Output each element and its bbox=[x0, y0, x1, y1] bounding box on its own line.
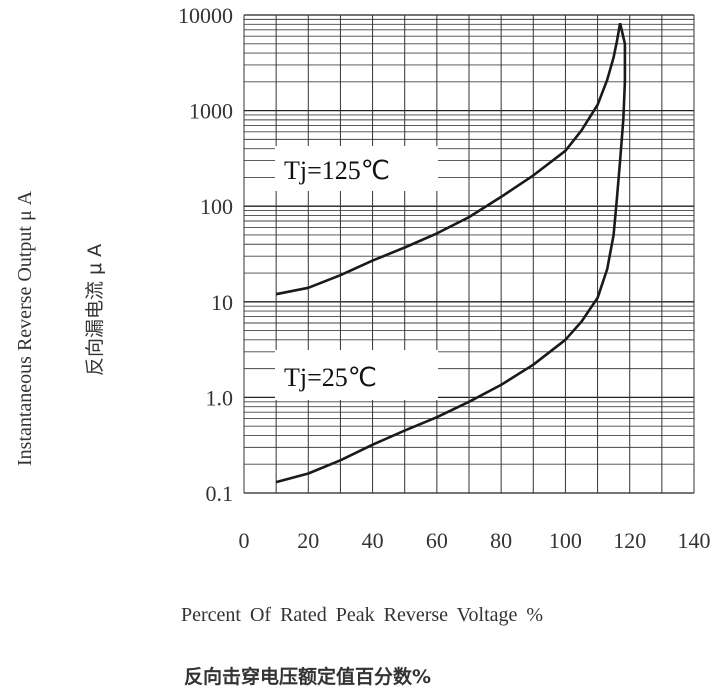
x-tick-label: 120 bbox=[613, 528, 646, 553]
y-axis-ticks: 0.1 1.0 10 100 1000 10000 bbox=[178, 3, 233, 506]
x-tick-label: 100 bbox=[549, 528, 582, 553]
series-line-tj-25 bbox=[275, 22, 627, 484]
x-axis-label-cn: 反向击穿电压额定值百分数% bbox=[184, 666, 432, 688]
x-tick-label: 40 bbox=[362, 528, 384, 553]
series-lines bbox=[275, 22, 627, 484]
y-tick-label: 100 bbox=[200, 194, 233, 219]
y-tick-label: 10 bbox=[211, 290, 233, 315]
x-tick-label: 80 bbox=[490, 528, 512, 553]
y-tick-label: 10000 bbox=[178, 3, 233, 28]
annotations: Tj=125℃ Tj=25℃ bbox=[275, 146, 438, 400]
annotation-tj-125: Tj=125℃ bbox=[284, 156, 390, 185]
x-axis-label: Percent Of Rated Peak Reverse Voltage % bbox=[181, 604, 544, 626]
y-axis-label: Instantaneous Reverse Output μ A bbox=[14, 190, 36, 466]
annotation-box-25 bbox=[275, 350, 438, 400]
x-tick-label: 140 bbox=[678, 528, 711, 553]
annotation-tj-25: Tj=25℃ bbox=[284, 363, 377, 392]
y-tick-label: 1.0 bbox=[206, 385, 234, 410]
y-tick-label: 0.1 bbox=[206, 481, 234, 506]
annotation-box-125 bbox=[275, 146, 438, 191]
x-tick-label: 60 bbox=[426, 528, 448, 553]
y-tick-label: 1000 bbox=[189, 99, 233, 124]
x-tick-label: 0 bbox=[239, 528, 250, 553]
y-axis-label-cn: 反向漏电流 μ A bbox=[84, 243, 106, 376]
x-tick-label: 20 bbox=[297, 528, 319, 553]
grid bbox=[243, 14, 695, 494]
series-line-tj-125 bbox=[275, 22, 622, 296]
x-axis-ticks: 0 20 40 60 80 100 120 140 bbox=[239, 528, 711, 553]
